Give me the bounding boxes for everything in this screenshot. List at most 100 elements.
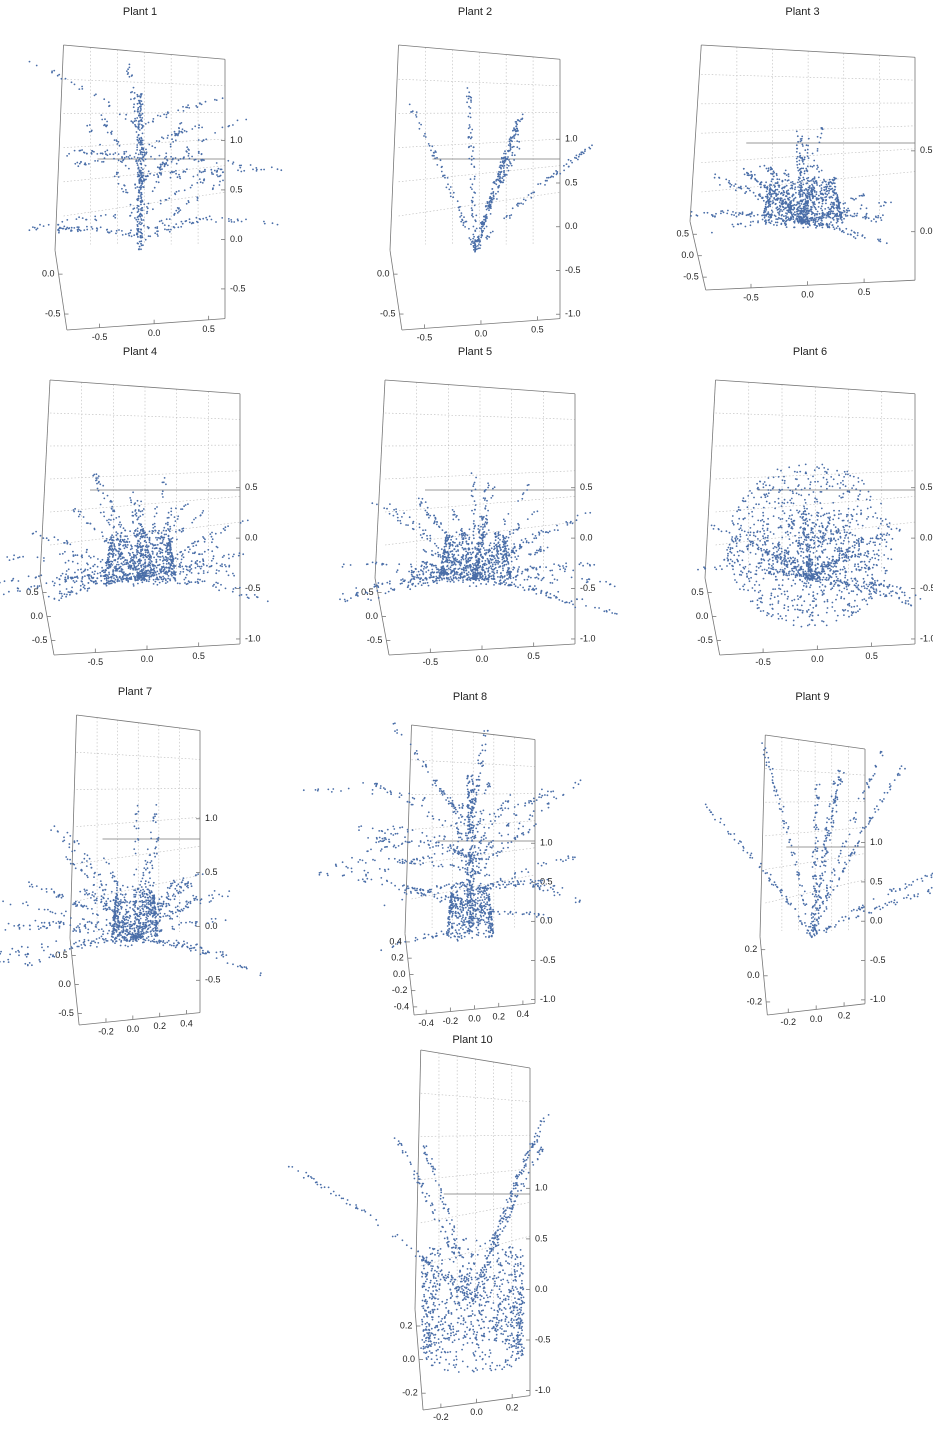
point [129,76,131,78]
point [157,230,159,232]
point [218,589,220,591]
point [462,556,464,558]
point [182,223,184,225]
point [127,192,129,194]
point [460,221,462,223]
point [771,178,773,180]
point [71,81,73,83]
point [169,568,171,570]
point [550,582,552,584]
point [505,216,507,218]
point [164,534,166,536]
point [816,191,818,193]
point [836,222,838,224]
point [175,520,177,522]
point [765,221,767,223]
point [151,574,153,576]
point [792,183,794,185]
point [481,221,483,223]
point [792,199,794,201]
point [806,219,808,221]
point [89,131,91,133]
point [423,135,425,137]
point [215,572,217,574]
point [825,203,827,205]
point [186,146,188,148]
point [147,546,149,548]
point [65,580,67,582]
point [34,227,36,229]
point [132,560,134,562]
point [106,538,108,540]
point [794,188,796,190]
point [137,552,139,554]
point [103,511,105,513]
point [566,163,568,165]
point [192,545,194,547]
point [185,504,187,506]
point [789,201,791,203]
point [228,558,230,560]
point [154,565,156,567]
point [800,200,802,202]
point [163,481,165,483]
point [802,161,804,163]
point [778,217,780,219]
point [185,150,187,152]
point [786,174,788,176]
point [144,540,146,542]
point [142,126,144,128]
point [167,560,169,562]
point [777,189,779,191]
point [609,609,611,611]
point [542,531,544,533]
point [791,209,793,211]
point [814,213,816,215]
point [114,574,116,576]
point [541,530,543,532]
point [170,156,172,158]
point [513,543,515,545]
point [802,184,804,186]
point [535,593,537,595]
point [503,551,505,553]
point [745,185,747,187]
point [142,200,144,202]
point [148,170,150,172]
point [798,179,800,181]
point [461,212,463,214]
point [145,149,147,151]
point [471,200,473,202]
point [140,195,142,197]
point [166,574,168,576]
point [789,212,791,214]
point [474,241,476,243]
point [186,574,188,576]
point [73,511,75,513]
point [801,159,803,161]
point [474,548,476,550]
point [162,579,164,581]
point [140,542,142,544]
point [827,207,829,209]
x-tick-label: -0.5 [423,657,439,667]
point [488,529,490,531]
point [154,147,156,149]
point [222,180,224,182]
point [123,527,125,529]
point [92,565,94,567]
point [810,190,812,192]
point [416,116,418,118]
point [137,174,139,176]
point [813,178,815,180]
point [506,574,508,576]
point [138,223,140,225]
point [169,218,171,220]
point [795,197,797,199]
plot-title: Plant 5 [458,346,492,358]
point [170,545,172,547]
point [94,216,96,218]
point [503,558,505,560]
point [220,532,222,534]
point [500,549,502,551]
